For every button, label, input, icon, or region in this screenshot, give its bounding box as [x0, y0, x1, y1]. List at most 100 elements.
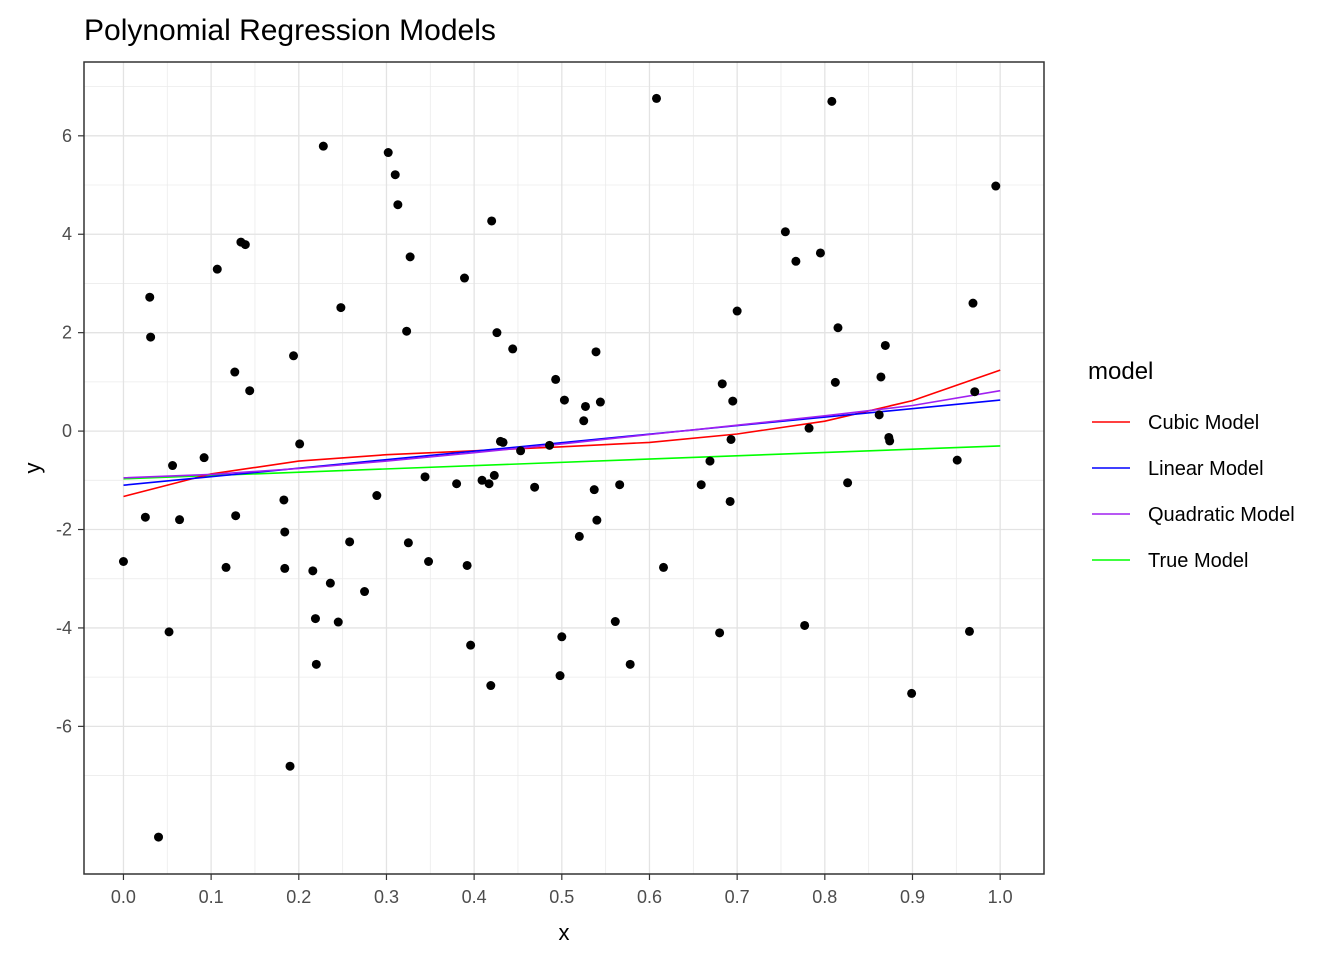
data-point	[383, 148, 393, 158]
legend: model Cubic Model Linear Model Quadratic M…	[1088, 358, 1295, 572]
data-point	[952, 455, 962, 465]
y-tick-label: -6	[56, 716, 72, 736]
data-point	[696, 480, 706, 490]
data-point	[651, 93, 661, 103]
data-point	[991, 181, 1001, 191]
legend-label: True Model	[1148, 550, 1248, 572]
data-point	[295, 439, 305, 449]
data-point	[728, 396, 738, 406]
legend-label: Cubic Model	[1148, 412, 1259, 434]
data-point	[360, 587, 370, 597]
chart-title: Polynomial Regression Models	[84, 14, 496, 47]
data-point	[168, 461, 178, 471]
data-point	[231, 511, 241, 521]
data-point	[715, 628, 725, 638]
y-axis-title: y	[20, 463, 45, 474]
data-point	[589, 485, 599, 495]
data-point	[559, 395, 569, 405]
data-point	[245, 386, 255, 396]
data-point	[146, 332, 156, 342]
data-point	[964, 626, 974, 636]
series-line-quadratic-model	[123, 389, 1001, 479]
data-point	[240, 240, 250, 250]
x-axis-ticks: 0.0 0.1 0.2 0.3 0.4 0.5 0.6 0.7 0.8 0.9 1.0	[111, 874, 1013, 907]
data-point	[780, 227, 790, 237]
data-point	[486, 681, 496, 691]
x-tick-label: 0.0	[111, 887, 136, 907]
data-point	[833, 323, 843, 333]
data-point	[285, 761, 295, 771]
data-point	[403, 538, 413, 548]
x-tick-label: 0.4	[462, 887, 487, 907]
y-tick-label: 2	[62, 323, 72, 343]
data-point	[516, 446, 526, 456]
data-point	[489, 470, 499, 480]
x-tick-label: 0.2	[286, 887, 311, 907]
data-point	[732, 306, 742, 316]
plot-panel-border	[83, 61, 1045, 875]
data-point	[318, 141, 328, 151]
data-point	[876, 372, 886, 382]
data-point	[484, 479, 494, 489]
data-point	[336, 303, 346, 313]
data-point	[420, 472, 430, 482]
series-line-true-model	[123, 445, 1001, 480]
data-point	[154, 832, 164, 842]
x-tick-label: 0.1	[199, 887, 224, 907]
data-point	[390, 170, 400, 180]
data-point	[725, 496, 735, 506]
data-point	[726, 434, 736, 444]
y-tick-label: -4	[56, 618, 72, 638]
data-point	[843, 478, 853, 488]
data-point	[280, 527, 290, 537]
data-point	[592, 515, 602, 525]
data-point	[551, 374, 561, 384]
x-tick-label: 0.9	[900, 887, 925, 907]
x-tick-label: 1.0	[988, 887, 1013, 907]
data-point	[280, 563, 290, 573]
data-point	[615, 480, 625, 490]
legend-items: Cubic Model Linear Model Quadratic Model Tr…	[1092, 412, 1295, 572]
data-point	[405, 252, 415, 262]
data-point	[508, 344, 518, 354]
data-point	[827, 96, 837, 106]
data-point	[212, 264, 222, 274]
y-tick-label: -2	[56, 520, 72, 540]
data-point	[140, 512, 150, 522]
data-point	[145, 292, 155, 302]
x-tick-label: 0.5	[549, 887, 574, 907]
data-point	[557, 632, 567, 642]
data-point	[591, 347, 601, 357]
data-point	[311, 659, 321, 669]
grid-lines	[84, 62, 1044, 874]
data-point	[459, 273, 469, 283]
data-point	[462, 560, 472, 570]
data-point	[815, 248, 825, 258]
data-point	[118, 557, 128, 567]
data-point	[580, 401, 590, 411]
data-point	[804, 423, 814, 433]
data-point	[221, 562, 231, 572]
data-point	[333, 617, 343, 627]
data-point	[477, 475, 487, 485]
data-point	[800, 620, 810, 630]
data-point	[452, 479, 462, 489]
x-tick-label: 0.7	[725, 887, 750, 907]
data-point	[325, 578, 335, 588]
data-point	[393, 200, 403, 210]
data-point	[487, 216, 497, 226]
x-tick-label: 0.8	[812, 887, 837, 907]
data-point	[289, 351, 299, 361]
data-points	[118, 93, 1001, 842]
data-point	[968, 298, 978, 308]
x-tick-label: 0.3	[374, 887, 399, 907]
data-point	[970, 387, 980, 397]
x-axis-title: x	[559, 920, 570, 945]
legend-label: Quadratic Model	[1148, 504, 1295, 526]
data-point	[498, 437, 508, 447]
data-point	[402, 326, 412, 336]
data-point	[310, 614, 320, 624]
legend-title: model	[1088, 358, 1153, 385]
data-point	[595, 397, 605, 407]
data-point	[874, 410, 884, 420]
